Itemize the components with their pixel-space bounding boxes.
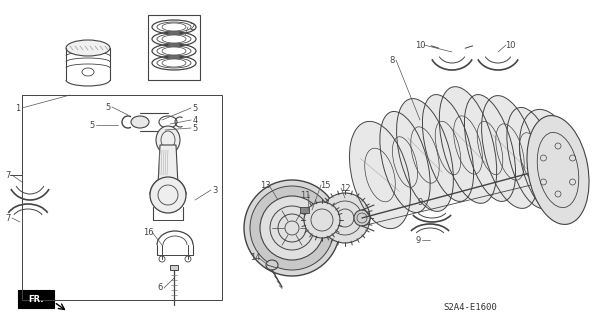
Ellipse shape (464, 95, 516, 201)
Text: 5: 5 (192, 124, 198, 132)
Ellipse shape (156, 126, 180, 154)
Text: 11: 11 (300, 190, 310, 199)
Text: 9: 9 (416, 236, 421, 244)
Ellipse shape (423, 95, 473, 201)
Ellipse shape (482, 96, 538, 208)
Ellipse shape (320, 193, 370, 243)
Text: 5: 5 (90, 121, 95, 130)
Text: FR.: FR. (28, 294, 44, 303)
Ellipse shape (266, 260, 278, 270)
Text: 13: 13 (260, 180, 270, 189)
Text: 8: 8 (389, 55, 395, 65)
Text: 14: 14 (250, 253, 260, 262)
Text: 1: 1 (16, 103, 21, 113)
Text: 6: 6 (158, 284, 163, 292)
Text: 10: 10 (504, 41, 515, 50)
Ellipse shape (66, 40, 110, 56)
Text: 16: 16 (143, 228, 153, 236)
Text: 4: 4 (192, 116, 198, 124)
Bar (18, 290, 54, 308)
Text: 3: 3 (213, 186, 218, 195)
Ellipse shape (150, 177, 186, 213)
Text: S2A4-E1600: S2A4-E1600 (443, 303, 497, 313)
Text: 10: 10 (415, 41, 425, 50)
Bar (148, 15, 200, 80)
Text: 2: 2 (189, 22, 195, 31)
Bar (170, 265, 178, 270)
Ellipse shape (304, 202, 340, 238)
Text: 9: 9 (417, 197, 423, 206)
Text: 5: 5 (192, 103, 198, 113)
Ellipse shape (131, 116, 149, 128)
Text: 7: 7 (5, 213, 11, 222)
Ellipse shape (354, 210, 370, 226)
Ellipse shape (527, 116, 589, 224)
Ellipse shape (349, 121, 411, 228)
Ellipse shape (250, 186, 334, 270)
Bar (300, 207, 309, 213)
Ellipse shape (519, 109, 580, 217)
Text: 5: 5 (106, 102, 110, 111)
Ellipse shape (244, 180, 340, 276)
Ellipse shape (396, 99, 454, 212)
Text: 15: 15 (320, 180, 330, 189)
Polygon shape (158, 145, 178, 185)
Ellipse shape (439, 87, 497, 203)
Bar (22, 95, 222, 300)
Text: 12: 12 (340, 183, 350, 193)
Ellipse shape (260, 196, 324, 260)
Ellipse shape (380, 111, 430, 212)
Text: 7: 7 (5, 171, 11, 180)
Ellipse shape (507, 108, 557, 209)
